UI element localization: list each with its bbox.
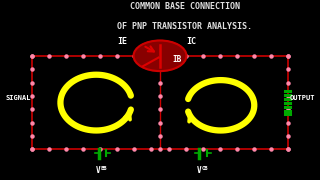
Bar: [32, 56, 288, 149]
Text: COMMON BASE CONNECTION: COMMON BASE CONNECTION: [130, 2, 240, 11]
Text: EB: EB: [101, 166, 108, 171]
Text: V: V: [96, 166, 101, 175]
Text: IE: IE: [118, 37, 128, 46]
Text: IC: IC: [186, 37, 196, 46]
Text: SIGNAL: SIGNAL: [5, 95, 31, 101]
Text: V: V: [197, 166, 201, 175]
Text: CB: CB: [201, 166, 208, 171]
Circle shape: [133, 40, 187, 71]
Text: IB: IB: [172, 55, 182, 64]
Text: OF PNP TRANSISTOR ANALYSIS.: OF PNP TRANSISTOR ANALYSIS.: [117, 22, 252, 31]
Text: OUTPUT: OUTPUT: [289, 95, 315, 101]
